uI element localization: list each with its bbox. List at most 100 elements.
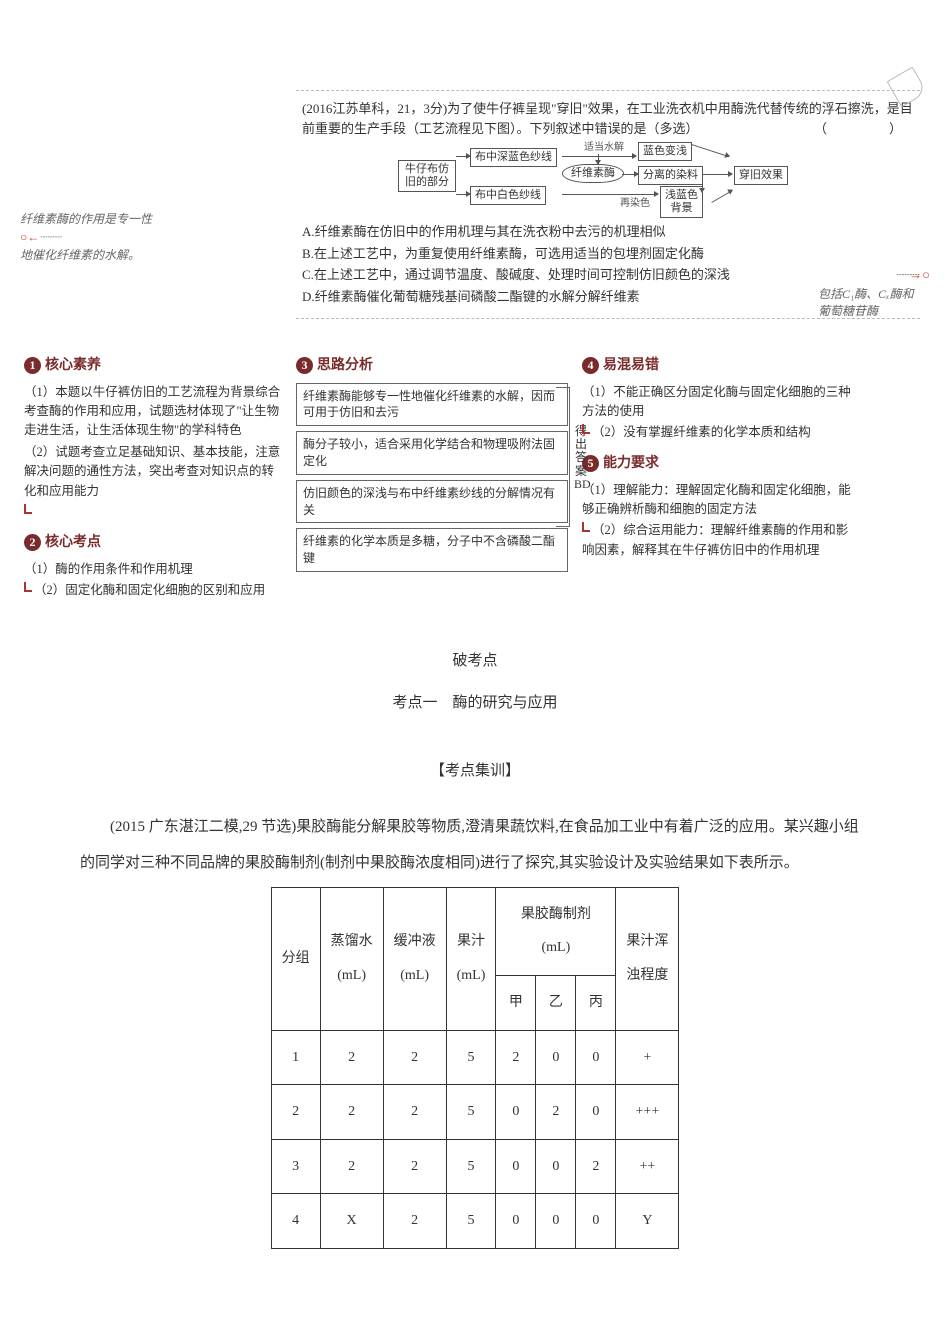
cell: 2 <box>576 1139 616 1194</box>
article-section: 破考点 考点一 酶的研究与应用 【考点集训】 (2015 广东湛江二模,29 节… <box>20 643 930 1249</box>
arrow-icon <box>456 156 470 157</box>
cell: 2 <box>320 1030 383 1085</box>
note-text: 地催化纤维素的水解。 <box>20 248 140 262</box>
section-heading: 5能力要求 <box>582 453 860 475</box>
section-title: 破考点 <box>80 643 870 679</box>
section-heading: 3 思路分析 <box>296 355 568 377</box>
para: （2）没有掌握纤维素的化学本质和结构 <box>592 425 811 439</box>
box-text: 背景 <box>671 202 693 214</box>
th-water: 蒸馏水(mL) <box>320 887 383 1030</box>
tick-icon <box>582 424 590 434</box>
section-heading: 4易混易错 <box>582 355 860 377</box>
cell: 5 <box>446 1139 496 1194</box>
exam-question-block: 纤维素酶的作用是专一性 ○←┄┄┄ 地催化纤维素的水解。 (2016江苏单科，2… <box>20 90 930 319</box>
thought-box: 仿旧颜色的深浅与布中纤维素纱线的分解情况有关 <box>296 480 568 524</box>
cell: 4 <box>271 1194 320 1249</box>
cell: 2 <box>383 1139 446 1194</box>
blank-paren: （ ） <box>814 119 914 139</box>
th-buffer: 缓冲液(mL) <box>383 887 446 1030</box>
heading-text: 思路分析 <box>317 358 373 373</box>
section-heading: 1 核心素养 <box>24 355 282 377</box>
cell: 2 <box>271 1085 320 1140</box>
thought-box: 纤维素酶能够专一性地催化纤维素的水解，因而可用于仿旧和去污 <box>296 383 568 427</box>
flow-box-blue-yarn: 布中深蓝色纱线 <box>470 148 557 167</box>
process-flow-diagram: 牛仔布仿 旧的部分 布中深蓝色纱线 布中白色纱线 适当水解 蓝色变浅 纤维素酶 … <box>302 142 914 216</box>
arrow-icon <box>562 156 636 157</box>
analysis-row: 1 核心素养 （1）本题以牛仔裤仿旧的工艺流程为背景综合考查酶的作用和应用，试题选… <box>20 339 930 613</box>
cell: Y <box>616 1194 679 1249</box>
arrow-icon <box>622 174 638 175</box>
cell: 2 <box>320 1139 383 1194</box>
cell: ++ <box>616 1139 679 1194</box>
tick-icon <box>582 522 590 532</box>
column-core-literacy: 1 核心素养 （1）本题以牛仔裤仿旧的工艺流程为背景综合考查酶的作用和应用，试题选… <box>24 355 282 603</box>
heading-text: 能力要求 <box>603 456 659 471</box>
section-heading: 2核心考点 <box>24 532 282 554</box>
arrow-icon <box>691 144 729 157</box>
flow-oval-enzyme: 纤维素酶 <box>562 164 624 183</box>
flow-box-jeans: 牛仔布仿 旧的部分 <box>398 160 456 192</box>
para: （1）理解能力：理解固定化酶和固定化细胞，能够正确辨析酶和细胞的固定方法 <box>582 481 860 520</box>
para: （1）本题以牛仔裤仿旧的工艺流程为背景综合考查酶的作用和应用，试题选材体现了"让… <box>24 383 282 441</box>
note-text: 纤维素酶的作用是专一性 <box>20 212 152 226</box>
number-badge-3: 3 <box>296 357 313 374</box>
topic-title: 考点一 酶的研究与应用 <box>80 685 870 721</box>
cell: 5 <box>446 1030 496 1085</box>
flow-box-white-yarn: 布中白色纱线 <box>470 186 546 205</box>
th-a: 甲 <box>496 975 536 1030</box>
answer-text: BD <box>574 477 591 491</box>
margin-note-right: 包括C₁酶、Cₓ酶和 葡萄糖苷酶 <box>818 286 938 320</box>
thought-box: 酶分子较小，适合采用化学结合和物理吸附法固定化 <box>296 431 568 475</box>
th-b: 乙 <box>536 975 576 1030</box>
para: （1）酶的作用条件和作用机理 <box>24 560 282 579</box>
experiment-table: 分组 蒸馏水(mL) 缓冲液(mL) 果汁(mL) 果胶酶制剂(mL) 果汁浑浊… <box>271 887 680 1249</box>
flow-box-fade: 蓝色变浅 <box>638 142 692 161</box>
th-turbidity: 果汁浑浊程度 <box>616 887 679 1030</box>
column-thought-analysis: 3 思路分析 纤维素酶能够专一性地催化纤维素的水解，因而可用于仿旧和去污 酶分子较… <box>296 355 568 577</box>
box-text: 浅蓝色 <box>665 189 698 201</box>
option-b: B.在上述工艺中，为重复使用纤维素酶，可选用适当的包埋剂固定化酶 <box>302 244 914 264</box>
heading-text: 核心素养 <box>45 358 101 373</box>
note-text: 葡萄糖苷酶 <box>818 304 878 318</box>
para: （1）不能正确区分固定化酶与固定化细胞的三种方法的使用 <box>582 383 860 422</box>
heading-text: 易混易错 <box>603 358 659 373</box>
table-row: 4 X 2 5 0 0 0 Y <box>271 1194 679 1249</box>
cell: 0 <box>536 1030 576 1085</box>
number-badge-1: 1 <box>24 357 41 374</box>
box-text: 旧的部分 <box>405 176 449 188</box>
cell: 0 <box>496 1139 536 1194</box>
flow-box-lightblue: 浅蓝色 背景 <box>660 186 703 218</box>
arrow-icon <box>456 194 470 195</box>
cell: + <box>616 1030 679 1085</box>
cell: 2 <box>320 1085 383 1140</box>
flow-box-result: 穿旧效果 <box>734 166 788 185</box>
table-row: 3 2 2 5 0 0 2 ++ <box>271 1139 679 1194</box>
cell: 0 <box>496 1085 536 1140</box>
red-dot-icon: ○← <box>20 230 39 244</box>
red-dot-icon: →○ <box>909 265 930 285</box>
cell: 2 <box>383 1194 446 1249</box>
th-enzyme: 果胶酶制剂(mL) <box>496 887 616 975</box>
tick-icon <box>24 582 32 592</box>
table-row: 1 2 2 5 2 0 0 + <box>271 1030 679 1085</box>
flow-box-dye: 分离的染料 <box>638 166 703 185</box>
article-paragraph: (2015 广东湛江二模,29 节选)果胶酶能分解果胶等物质,澄清果蔬饮料,在食… <box>80 809 870 881</box>
cell: 2 <box>496 1030 536 1085</box>
para: （2）试题考查立足基础知识、基本技能，注意解决问题的通性方法，突出考查对知识点的… <box>24 443 282 501</box>
box-text: 牛仔布仿 <box>405 163 449 175</box>
cell: 0 <box>496 1194 536 1249</box>
margin-note-left: 纤维素酶的作用是专一性 ○←┄┄┄ 地催化纤维素的水解。 <box>20 210 190 264</box>
cell: 2 <box>383 1085 446 1140</box>
cell: 0 <box>576 1085 616 1140</box>
flow-label-redye: 再染色 <box>620 196 650 211</box>
flow-label-hydrolyze: 适当水解 <box>584 140 624 155</box>
table-row: 2 2 2 5 0 2 0 +++ <box>271 1085 679 1140</box>
arrow-icon <box>702 174 703 192</box>
th-group: 分组 <box>271 887 320 1030</box>
cell: 5 <box>446 1085 496 1140</box>
cell: 0 <box>536 1139 576 1194</box>
cell: 2 <box>383 1030 446 1085</box>
cell: 0 <box>536 1194 576 1249</box>
option-a: A.纤维素酶在仿旧中的作用机理与其在洗衣粉中去污的机理相似 <box>302 222 914 242</box>
cell: X <box>320 1194 383 1249</box>
